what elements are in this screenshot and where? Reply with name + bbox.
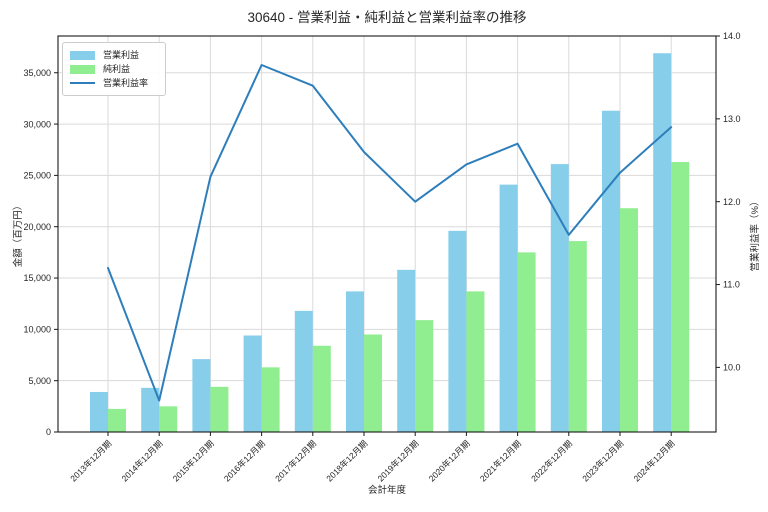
- bar: [346, 291, 364, 432]
- svg-text:35,000: 35,000: [23, 68, 51, 78]
- net-profit-swatch-icon: [70, 64, 95, 74]
- legend-label: 営業利益: [103, 50, 140, 60]
- bar: [568, 241, 587, 432]
- legend-item-net-profit: 純利益: [70, 62, 157, 76]
- bar: [517, 252, 536, 432]
- line-operating-margin: [107, 63, 673, 402]
- svg-text:5,000: 5,000: [28, 376, 51, 386]
- bar: [192, 359, 211, 432]
- bar: [243, 335, 262, 432]
- svg-text:30,000: 30,000: [23, 119, 51, 129]
- bar: [620, 208, 638, 432]
- x-axis-label: 会計年度: [367, 485, 407, 496]
- bar: [364, 334, 382, 432]
- bars-net-profit: [108, 162, 690, 432]
- bar: [415, 320, 434, 432]
- x-axis-ticks: 2013年12月期 2014年12月期 2015年12月期 2016年12月期 2017…: [68, 432, 677, 484]
- left-axis-label: 金額（百万円）: [13, 200, 24, 268]
- bar: [602, 110, 620, 432]
- svg-text:10,000: 10,000: [23, 325, 51, 335]
- legend-label: 純利益: [103, 64, 131, 74]
- legend-item-operating-margin: 営業利益率: [70, 76, 157, 90]
- svg-text:0: 0: [46, 427, 51, 437]
- svg-text:20,000: 20,000: [23, 222, 51, 232]
- plot-border: [57, 35, 717, 433]
- legend: 営業利益 純利益 営業利益率: [62, 42, 166, 96]
- bars-operating-profit: [90, 53, 672, 432]
- svg-text:11.0: 11.0: [723, 280, 740, 290]
- bar: [466, 291, 485, 432]
- operating-margin-line-icon: [70, 82, 95, 84]
- svg-text:2016年12月期: 2016年12月期: [222, 438, 267, 483]
- svg-text:2023年12月期: 2023年12月期: [580, 438, 625, 483]
- right-axis-label: 営業利益率（%）: [750, 196, 761, 272]
- svg-text:2013年12月期: 2013年12月期: [68, 438, 113, 483]
- bar: [397, 269, 416, 432]
- legend-item-operating-profit: 営業利益: [70, 48, 157, 62]
- svg-text:14.0: 14.0: [723, 31, 741, 41]
- svg-text:2022年12月期: 2022年12月期: [529, 438, 574, 483]
- svg-text:13.0: 13.0: [723, 114, 741, 124]
- bar: [499, 184, 518, 432]
- svg-text:2017年12月期: 2017年12月期: [273, 438, 318, 483]
- svg-text:2021年12月期: 2021年12月期: [478, 438, 523, 483]
- right-axis-ticks: 10.0 11.0 12.0 13.0 14.0: [716, 31, 741, 373]
- svg-text:10.0: 10.0: [723, 363, 741, 373]
- bar: [294, 310, 313, 432]
- svg-text:25,000: 25,000: [23, 171, 51, 181]
- bar: [312, 345, 331, 432]
- bar: [671, 162, 690, 432]
- svg-text:2015年12月期: 2015年12月期: [171, 438, 216, 483]
- svg-text:15,000: 15,000: [23, 273, 51, 283]
- svg-text:2014年12月期: 2014年12月期: [119, 438, 164, 483]
- bar: [141, 387, 160, 432]
- svg-text:2019年12月期: 2019年12月期: [375, 438, 420, 483]
- bar: [90, 391, 108, 432]
- svg-text:2024年12月期: 2024年12月期: [631, 438, 676, 483]
- bar: [550, 164, 569, 432]
- bar: [448, 230, 467, 432]
- bar: [159, 406, 178, 432]
- svg-text:12.0: 12.0: [723, 197, 741, 207]
- legend-label: 営業利益率: [103, 78, 149, 88]
- bar: [108, 408, 126, 432]
- bar: [261, 367, 280, 432]
- svg-text:2018年12月期: 2018年12月期: [324, 438, 369, 483]
- svg-text:2020年12月期: 2020年12月期: [427, 438, 472, 483]
- left-axis-ticks: 0 5,000 10,000 15,000 20,000 25,000 30,000 35,0…: [23, 68, 58, 437]
- operating-profit-swatch-icon: [70, 50, 95, 60]
- bar: [210, 386, 229, 432]
- bar: [653, 53, 672, 432]
- chart-title: 30640 - 営業利益・純利益と営業利益率の推移: [247, 10, 527, 25]
